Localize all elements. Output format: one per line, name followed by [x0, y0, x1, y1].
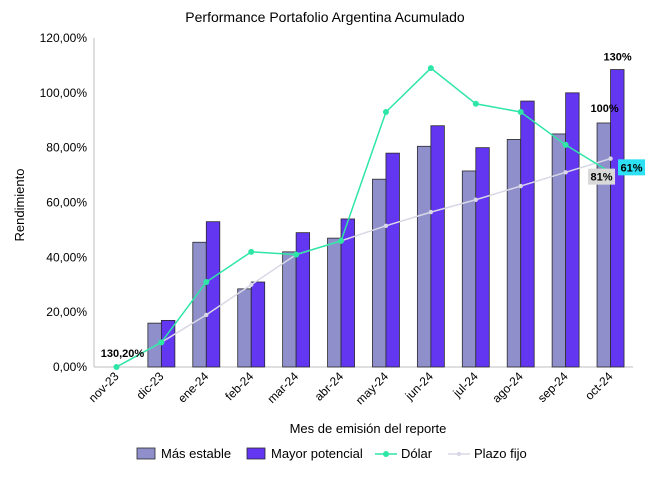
- bar-mas-estable: [372, 178, 387, 368]
- chart-title: Performance Portafolio Argentina Acumula…: [185, 9, 465, 25]
- point-dolar: [472, 100, 479, 107]
- y-tick-label: 40,00%: [46, 250, 87, 264]
- point-plazo-fijo: [383, 223, 389, 229]
- point-dolar: [382, 109, 389, 116]
- point-dolar: [203, 279, 210, 286]
- legend-item-mayor-potencial: Mayor potencial: [246, 446, 363, 461]
- bar-mas-estable: [147, 322, 162, 368]
- x-tick-label: sep-24: [535, 369, 571, 405]
- legend-swatch: [246, 447, 266, 460]
- legend-swatch-marker: [383, 451, 389, 457]
- x-tick-label: mar-24: [264, 369, 301, 406]
- x-tick-label: may-24: [353, 369, 391, 407]
- x-tick-label: oct-24: [582, 369, 616, 403]
- line-plazo-fijo: [116, 157, 611, 368]
- bar-mayor-potencial: [250, 281, 266, 368]
- y-tick-label: 120,00%: [40, 31, 88, 45]
- point-plazo-fijo: [563, 170, 568, 175]
- bar-mas-estable: [327, 237, 342, 368]
- x-tick-label: nov-23: [86, 369, 122, 405]
- point-dolar: [248, 248, 255, 255]
- legend-label: Mayor potencial: [271, 446, 363, 461]
- x-tick-label: abr-24: [312, 369, 347, 404]
- annotation-label: 100%: [590, 103, 618, 115]
- point-plazo-fijo: [249, 282, 254, 287]
- y-tick-label: 100,00%: [40, 86, 88, 100]
- point-dolar: [517, 109, 524, 116]
- annotation-label: 130%: [603, 52, 631, 64]
- legend: Más estable Mayor potencial Dólar Plazo fij…: [136, 446, 527, 461]
- annotation-box: [588, 168, 616, 185]
- point-plazo-fijo: [518, 183, 523, 189]
- legend-label: Plazo fijo: [474, 446, 527, 461]
- annotation-label: 61%: [621, 162, 643, 174]
- point-dolar: [113, 364, 120, 370]
- point-dolar: [158, 339, 165, 346]
- bar-mayor-potencial: [430, 125, 445, 368]
- x-tick-label: dic-23: [133, 369, 166, 402]
- bar-mayor-potencial: [520, 100, 535, 368]
- annotation-label: 81%: [591, 172, 613, 184]
- x-tick-label: feb-24: [222, 369, 256, 403]
- point-plazo-fijo: [428, 209, 434, 215]
- x-tick-label: ago-24: [490, 369, 527, 406]
- point-dolar: [427, 65, 434, 72]
- legend-label: Más estable: [161, 446, 231, 461]
- bar-mas-estable: [237, 288, 252, 368]
- y-tick-label: 80,00%: [46, 141, 87, 155]
- x-tick-label: jun-24: [402, 369, 436, 403]
- x-tick-label: jul-24: [450, 369, 482, 401]
- bar-mayor-potencial: [340, 218, 355, 368]
- point-dolar: [562, 141, 569, 148]
- annotation-box: [618, 159, 646, 176]
- point-dolar: [338, 237, 345, 244]
- legend-item-plazo-fijo: Plazo fijo: [448, 446, 527, 461]
- legend-swatch: [136, 447, 156, 460]
- line-dolar: [116, 67, 611, 368]
- legend-item-dolar: Dólar: [375, 446, 433, 461]
- bar-mas-estable: [192, 241, 207, 368]
- point-plazo-fijo: [473, 197, 478, 202]
- point-plazo-fijo: [608, 156, 613, 161]
- bar-mas-estable: [416, 145, 432, 368]
- bar-mas-estable: [506, 139, 522, 368]
- y-tick-label: 60,00%: [46, 196, 87, 210]
- bar-mayor-potencial: [295, 232, 311, 368]
- bar-mayor-potencial: [205, 221, 221, 368]
- point-dolar: [293, 251, 300, 258]
- x-tick-label: ene-24: [175, 369, 212, 406]
- legend-label: Dólar: [401, 446, 433, 461]
- bar-mas-estable: [551, 133, 567, 368]
- bar-mayor-potencial: [565, 92, 580, 368]
- x-axis-label: Mes de emisión del reporte: [290, 421, 447, 436]
- bar-mayor-potencial: [475, 147, 490, 368]
- legend-item-mas-estable: Más estable: [136, 446, 231, 461]
- annotation-label: 130,20%: [101, 348, 145, 360]
- y-tick-label: 20,00%: [46, 305, 87, 319]
- y-tick-label: 0,00%: [53, 360, 87, 374]
- bar-mas-estable: [282, 251, 297, 368]
- plot-area: 0,00% 20,00% 40,00% 60,00% 80,00% 100,00% 120,…: [40, 31, 646, 407]
- bar-mayor-potencial: [610, 69, 625, 368]
- point-plazo-fijo: [204, 312, 209, 318]
- legend-swatch-marker: [456, 451, 462, 457]
- y-axis-label: Rendimiento: [12, 169, 27, 242]
- bar-mayor-potencial: [385, 152, 400, 368]
